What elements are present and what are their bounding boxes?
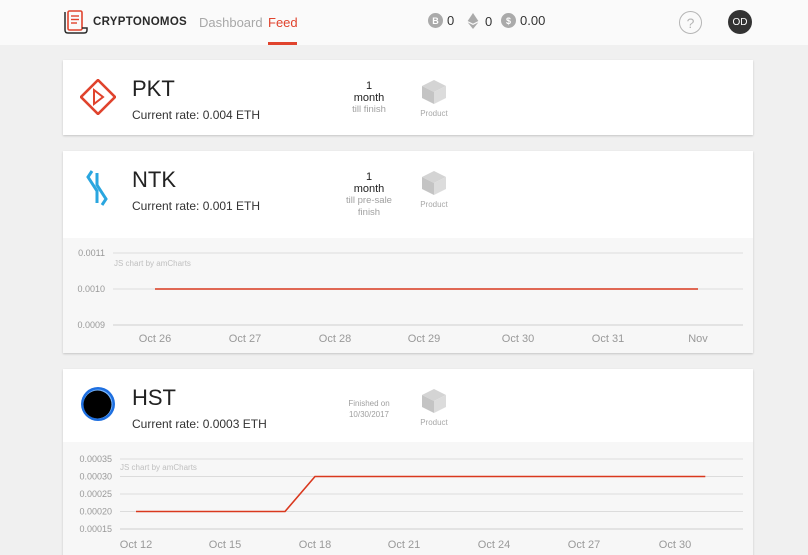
chart-credit: JS chart by amCharts	[120, 463, 197, 472]
time-remaining: 1 month till pre-sale finish	[324, 171, 414, 219]
ethereum-icon	[467, 13, 479, 29]
x-tick-label: Oct 31	[592, 333, 624, 345]
product-label: Product	[420, 200, 448, 209]
y-tick-label: 0.0009	[77, 320, 105, 330]
time-remaining-number: 1	[365, 80, 373, 92]
product-link[interactable]: Product	[414, 79, 454, 118]
finished-date: Finished on 10/30/2017	[324, 398, 414, 420]
y-tick-label: 0.00030	[79, 472, 112, 482]
pkt-card[interactable]: PKT Current rate: 0.004 ETH 1 month till…	[63, 60, 753, 135]
x-tick-label: Oct 24	[478, 539, 510, 551]
ntk-chart-svg: JS chart by amCharts 0.0011 0.0010 0.0009 O…	[77, 248, 743, 345]
nav-active-indicator	[268, 42, 297, 45]
top-bar: CRYPTONOMOS Dashboard Feed B 0 0 $ 0.00 …	[0, 0, 808, 45]
x-tick-label: Oct 29	[408, 333, 440, 345]
scroll-logo-icon	[64, 10, 88, 34]
product-box-icon	[422, 171, 446, 195]
logo[interactable]: CRYPTONOMOS	[63, 9, 187, 35]
hst-card[interactable]: HST Current rate: 0.0003 ETH Finished on…	[63, 369, 753, 555]
time-remaining: 1 month till finish	[324, 80, 414, 116]
y-tick-label: 0.00015	[79, 524, 112, 534]
time-remaining-label: till pre-sale	[346, 195, 392, 206]
y-tick-label: 0.0010	[77, 284, 105, 294]
x-tick-label: Oct 27	[229, 333, 261, 345]
ntk-logo-icon	[86, 170, 108, 206]
ntk-rate-chart: JS chart by amCharts 0.0011 0.0010 0.0009 O…	[63, 238, 753, 353]
time-remaining-unit: month	[353, 92, 385, 104]
ntk-card[interactable]: NTK Current rate: 0.001 ETH 1 month till…	[63, 151, 753, 353]
x-tick-label: Oct 30	[502, 333, 534, 345]
token-name: PKT	[132, 76, 175, 101]
y-tick-label: 0.00020	[79, 507, 112, 517]
nav-dashboard[interactable]: Dashboard	[199, 15, 263, 30]
y-tick-label: 0.0011	[78, 248, 105, 258]
btc-balance: B 0	[428, 13, 454, 28]
rate-series-line	[136, 475, 706, 513]
hst-rate-chart: JS chart by amCharts 0.00035 0.00030 0.000…	[63, 442, 753, 555]
token-name: HST	[132, 385, 176, 410]
time-remaining-unit: month	[353, 183, 385, 195]
user-avatar[interactable]: OD	[728, 10, 752, 34]
finished-label: Finished on	[348, 399, 390, 408]
bitcoin-icon: B	[428, 13, 443, 28]
pkt-diamond-icon	[80, 79, 116, 115]
x-tick-label: Nov	[688, 333, 708, 345]
usd-balance-value: 0.00	[520, 13, 546, 28]
dollar-icon: $	[501, 13, 516, 28]
x-tick-label: Oct 15	[209, 539, 241, 551]
product-label: Product	[420, 418, 448, 427]
nav-feed[interactable]: Feed	[268, 15, 298, 30]
current-rate: Current rate: 0.004 ETH	[132, 108, 261, 122]
finished-date-value: 10/30/2017	[348, 410, 390, 419]
product-box-icon	[422, 80, 446, 104]
x-tick-label: Oct 18	[299, 539, 331, 551]
hst-orb-icon	[81, 387, 115, 421]
chart-credit: JS chart by amCharts	[114, 259, 191, 268]
y-tick-label: 0.00025	[79, 489, 112, 499]
x-tick-label: Oct 26	[139, 333, 171, 345]
x-tick-label: Oct 27	[568, 539, 600, 551]
product-label: Product	[420, 109, 448, 118]
eth-balance: 0	[467, 13, 492, 29]
product-link[interactable]: Product	[414, 170, 454, 209]
time-remaining-label: till finish	[352, 104, 386, 115]
x-tick-label: Oct 21	[388, 539, 420, 551]
product-box-icon	[422, 389, 446, 413]
usd-balance: $ 0.00	[501, 13, 545, 28]
time-remaining-label-2: finish	[357, 207, 381, 218]
hst-chart-svg: JS chart by amCharts 0.00035 0.00030 0.000…	[79, 454, 743, 551]
eth-balance-value: 0	[485, 13, 493, 29]
btc-balance-value: 0	[447, 13, 455, 28]
x-tick-label: Oct 12	[120, 539, 152, 551]
current-rate: Current rate: 0.0003 ETH	[132, 417, 267, 431]
logo-text: CRYPTONOMOS	[93, 16, 188, 28]
time-remaining-number: 1	[365, 171, 373, 183]
y-tick-label: 0.00035	[79, 454, 112, 464]
help-button[interactable]: ?	[679, 11, 702, 34]
current-rate: Current rate: 0.001 ETH	[132, 199, 261, 213]
token-name: NTK	[132, 167, 176, 192]
product-link[interactable]: Product	[414, 388, 454, 427]
x-tick-label: Oct 30	[659, 539, 691, 551]
x-tick-label: Oct 28	[319, 333, 351, 345]
